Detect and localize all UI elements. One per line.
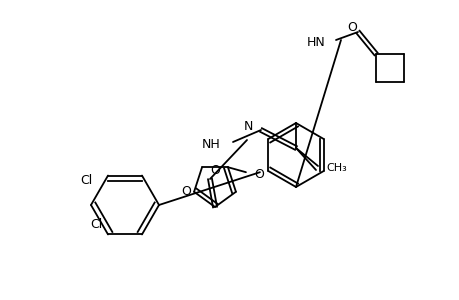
Text: Cl: Cl — [90, 218, 103, 231]
Text: NH: NH — [202, 139, 220, 152]
Text: O: O — [181, 185, 190, 198]
Text: O: O — [346, 20, 356, 34]
Text: HN: HN — [307, 35, 325, 49]
Text: N: N — [243, 121, 252, 134]
Text: O: O — [210, 164, 219, 178]
Text: Cl: Cl — [81, 174, 93, 187]
Text: CH₃: CH₃ — [325, 163, 346, 173]
Text: O: O — [253, 168, 263, 181]
